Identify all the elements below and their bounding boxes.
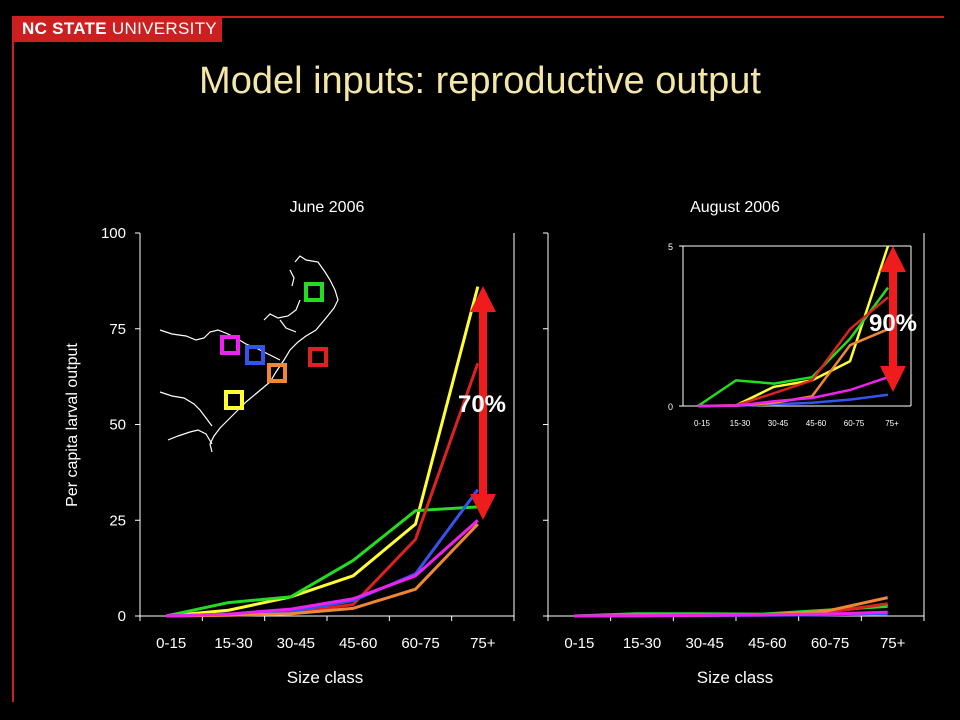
series-line bbox=[166, 523, 479, 618]
inset-series-line bbox=[697, 376, 889, 408]
inset-series-line bbox=[697, 286, 890, 408]
aug-xlabel: Size class bbox=[697, 668, 774, 687]
june-chart: 0 25 50 75 100 0-15 15-30 30-45 45-60 60-75 75+ 70% bbox=[101, 225, 515, 652]
logo-rest-text: UNIVERSITY bbox=[106, 19, 217, 38]
y-tick-label: 25 bbox=[109, 512, 126, 529]
slide-title: Model inputs: reproductive output bbox=[199, 60, 761, 102]
x-tick-label: 45-60 bbox=[748, 635, 786, 652]
inset-y-tick-label: 0 bbox=[668, 402, 673, 412]
august-chart: 0-15 15-30 30-45 45-60 60-75 75+ 0 5 0-15 15-30 30… bbox=[543, 232, 925, 652]
header-rule bbox=[222, 16, 944, 18]
inset-y-tick-label: 5 bbox=[668, 242, 673, 252]
x-tick-label: 45-60 bbox=[339, 635, 377, 652]
aug-range-arrow-head-down bbox=[880, 366, 906, 392]
june-ylabel: Per capita larval output bbox=[64, 343, 81, 507]
site-marker bbox=[224, 390, 244, 410]
inset-x-tick-label: 15-30 bbox=[730, 419, 751, 428]
june-annotation: 70% bbox=[458, 391, 506, 418]
series-line bbox=[166, 519, 479, 618]
y-tick-label: 0 bbox=[118, 608, 126, 625]
inset-x-tick-label: 0-15 bbox=[694, 419, 711, 428]
x-tick-label: 0-15 bbox=[156, 635, 186, 652]
x-tick-label: 30-45 bbox=[277, 635, 315, 652]
side-rule bbox=[12, 42, 14, 702]
inset-x-tick-label: 45-60 bbox=[806, 419, 827, 428]
y-tick-label: 100 bbox=[101, 225, 126, 242]
inset-x-tick-label: 60-75 bbox=[844, 419, 865, 428]
inset-x-tick-label: 75+ bbox=[885, 419, 899, 428]
x-tick-label: 15-30 bbox=[214, 635, 252, 652]
x-tick-label: 15-30 bbox=[623, 635, 661, 652]
inset-series-line bbox=[697, 328, 889, 408]
june-range-arrow-head-down bbox=[470, 494, 496, 520]
site-marker bbox=[245, 345, 265, 365]
site-marker bbox=[304, 282, 324, 302]
aug-range-arrow-head-up bbox=[880, 246, 906, 272]
inset-series-line bbox=[697, 296, 889, 408]
y-tick-label: 75 bbox=[109, 321, 126, 338]
june-chart-title: June 2006 bbox=[290, 199, 365, 216]
x-tick-label: 60-75 bbox=[811, 635, 849, 652]
x-tick-label: 30-45 bbox=[685, 635, 723, 652]
x-tick-label: 60-75 bbox=[401, 635, 439, 652]
site-marker bbox=[220, 335, 240, 355]
x-tick-label: 75+ bbox=[470, 635, 496, 652]
june-range-arrow-head-up bbox=[470, 286, 496, 312]
logo-bold-text: NC STATE bbox=[22, 19, 107, 38]
aug-annotation: 90% bbox=[869, 310, 917, 337]
aug-chart-title: August 2006 bbox=[690, 199, 780, 216]
inset-x-tick-label: 30-45 bbox=[768, 419, 789, 428]
series-line bbox=[574, 610, 888, 618]
series-line bbox=[166, 286, 480, 618]
university-logo: NC STATE UNIVERSITY bbox=[12, 16, 222, 42]
site-markers bbox=[220, 282, 328, 410]
y-tick-label: 50 bbox=[109, 417, 126, 434]
site-marker bbox=[308, 347, 328, 367]
june-xlabel: Size class bbox=[287, 668, 364, 687]
x-tick-label: 0-15 bbox=[564, 635, 594, 652]
site-marker bbox=[267, 363, 287, 383]
x-tick-label: 75+ bbox=[880, 635, 906, 652]
